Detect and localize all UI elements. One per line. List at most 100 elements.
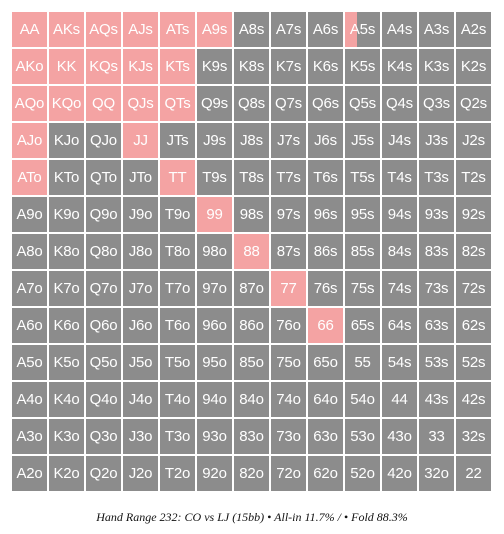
hand-label: 52s <box>461 354 486 371</box>
hand-label: Q5o <box>89 354 118 371</box>
hand-label: A4s <box>386 21 413 38</box>
hand-cell-53s: 53s <box>418 344 455 381</box>
hand-cell-j5o: J5o <box>122 344 159 381</box>
allin-fill <box>49 12 84 47</box>
hand-cell-qjs: QJs <box>122 85 159 122</box>
hand-label: Q6s <box>312 95 339 112</box>
hand-label: QJo <box>90 132 117 149</box>
hand-cell-74o: 74o <box>270 381 307 418</box>
hand-cell-t9o: T9o <box>159 196 196 233</box>
hand-cell-t6s: T6s <box>307 159 344 196</box>
hand-cell-q7o: Q7o <box>85 270 122 307</box>
hand-label: T6o <box>164 317 191 334</box>
hand-label: K2o <box>53 465 80 482</box>
hand-label: Q5s <box>349 95 376 112</box>
hand-label: Q2s <box>460 95 487 112</box>
hand-label: K7o <box>53 280 80 297</box>
hand-label: 66 <box>317 317 334 334</box>
hand-label: 97s <box>276 206 301 223</box>
hand-label: T3o <box>164 428 191 445</box>
hand-cell-j2s: J2s <box>455 122 492 159</box>
hand-cell-q3o: Q3o <box>85 418 122 455</box>
hand-label: 96s <box>313 206 338 223</box>
allin-fill <box>160 86 195 121</box>
hand-label: JTs <box>166 132 189 149</box>
hand-cell-k4s: K4s <box>381 48 418 85</box>
hand-cell-j8s: J8s <box>233 122 270 159</box>
hand-label: T3s <box>424 169 449 186</box>
hand-label: A7s <box>275 21 302 38</box>
hand-label: KQo <box>51 95 82 112</box>
hand-label: Q9s <box>201 95 228 112</box>
hand-label: 87s <box>276 243 301 260</box>
hand-cell-j9o: J9o <box>122 196 159 233</box>
hand-cell-a5o: A5o <box>11 344 48 381</box>
hand-cell-43s: 43s <box>418 381 455 418</box>
hand-label: J8s <box>240 132 263 149</box>
hand-cell-j4s: J4s <box>381 122 418 159</box>
allin-fill <box>197 12 232 47</box>
hand-label: 98o <box>202 243 227 260</box>
hand-label: 44 <box>391 391 408 408</box>
hand-cell-a6s: A6s <box>307 11 344 48</box>
allin-fill <box>49 86 84 121</box>
hand-cell-87o: 87o <box>233 270 270 307</box>
allin-fill <box>308 308 343 343</box>
hand-label: AQo <box>14 95 45 112</box>
hand-label: 54o <box>350 391 375 408</box>
hand-label: K4s <box>386 58 413 75</box>
hand-label: 64s <box>387 317 412 334</box>
hand-cell-98s: 98s <box>233 196 270 233</box>
hand-label: Q6o <box>89 317 118 334</box>
hand-cell-54o: 54o <box>344 381 381 418</box>
hand-label: J8o <box>128 243 153 260</box>
hand-cell-a9o: A9o <box>11 196 48 233</box>
allin-fill <box>86 49 121 84</box>
hand-label: K5o <box>53 354 80 371</box>
hand-cell-a2s: A2s <box>455 11 492 48</box>
hand-label: A3o <box>16 428 43 445</box>
hand-cell-qto: QTo <box>85 159 122 196</box>
hand-cell-64s: 64s <box>381 307 418 344</box>
hand-label: AQs <box>89 21 118 38</box>
hand-label: 97o <box>202 280 227 297</box>
hand-label: A7o <box>16 280 43 297</box>
range-caption: Hand Range 232: CO vs LJ (15bb) • All-in… <box>96 510 408 524</box>
hand-label: 95s <box>350 206 375 223</box>
hand-label: Q7s <box>275 95 302 112</box>
hand-cell-88: 88 <box>233 233 270 270</box>
hand-label: 73s <box>424 280 449 297</box>
hand-cell-76o: 76o <box>270 307 307 344</box>
hand-cell-k8s: K8s <box>233 48 270 85</box>
hand-label: 86o <box>239 317 264 334</box>
hand-cell-86o: 86o <box>233 307 270 344</box>
hand-cell-q2o: Q2o <box>85 455 122 492</box>
hand-label: KQs <box>89 58 118 75</box>
hand-label: A6o <box>16 317 43 334</box>
hand-label: 53s <box>424 354 449 371</box>
hand-label: T4o <box>164 391 191 408</box>
hand-cell-65s: 65s <box>344 307 381 344</box>
allin-fill <box>49 49 84 84</box>
hand-cell-t7o: T7o <box>159 270 196 307</box>
hand-cell-a8s: A8s <box>233 11 270 48</box>
hand-cell-q3s: Q3s <box>418 85 455 122</box>
hand-cell-75o: 75o <box>270 344 307 381</box>
hand-cell-jj: JJ <box>122 122 159 159</box>
hand-label: 72o <box>276 465 301 482</box>
hand-cell-a3s: A3s <box>418 11 455 48</box>
hand-label: JJ <box>133 132 148 149</box>
hand-cell-k6o: K6o <box>48 307 85 344</box>
hand-cell-82s: 82s <box>455 233 492 270</box>
hand-cell-k5s: K5s <box>344 48 381 85</box>
hand-cell-j7s: J7s <box>270 122 307 159</box>
hand-cell-j4o: J4o <box>122 381 159 418</box>
hand-range-grid: AA AKs AQs AJs ATs A9s A8s A7s A6s A5s A4s A3s A2s AK… <box>11 11 492 492</box>
hand-label: 92o <box>202 465 227 482</box>
hand-label: 43o <box>387 428 412 445</box>
hand-cell-k2s: K2s <box>455 48 492 85</box>
hand-label: ATo <box>17 169 42 186</box>
hand-cell-96s: 96s <box>307 196 344 233</box>
hand-cell-52o: 52o <box>344 455 381 492</box>
hand-label: JTo <box>129 169 152 186</box>
